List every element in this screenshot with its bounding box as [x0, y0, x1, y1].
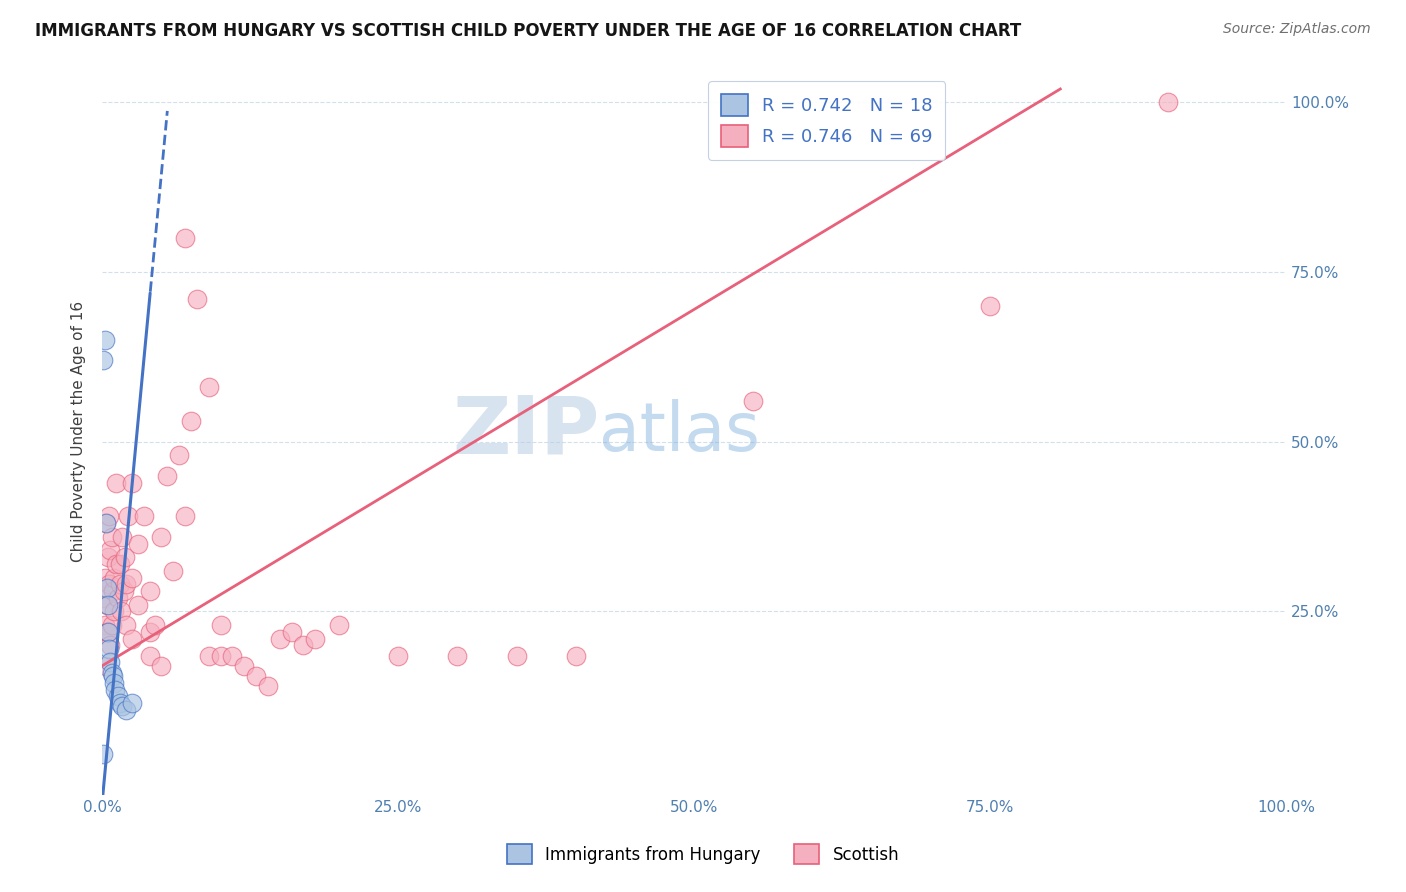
Point	[97, 598, 120, 612]
Point	[167, 448, 190, 462]
Point	[117, 509, 139, 524]
Point	[114, 550, 136, 565]
Point	[174, 509, 197, 524]
Point	[162, 564, 184, 578]
Point	[150, 530, 173, 544]
Point	[101, 669, 124, 683]
Point	[186, 293, 208, 307]
Point	[115, 703, 138, 717]
Point	[127, 536, 149, 550]
Point	[96, 598, 118, 612]
Point	[121, 570, 143, 584]
Point	[150, 658, 173, 673]
Point	[100, 639, 122, 653]
Point	[94, 516, 117, 531]
Point	[112, 584, 135, 599]
Point	[97, 624, 120, 639]
Point	[97, 550, 120, 565]
Point	[180, 414, 202, 428]
Point	[257, 679, 280, 693]
Point	[132, 509, 155, 524]
Point	[209, 618, 232, 632]
Point	[197, 380, 219, 394]
Point	[93, 333, 115, 347]
Point	[121, 475, 143, 490]
Point	[107, 591, 129, 605]
Point	[94, 658, 117, 673]
Legend: Immigrants from Hungary, Scottish: Immigrants from Hungary, Scottish	[501, 838, 905, 871]
Point	[100, 530, 122, 544]
Point	[100, 618, 122, 632]
Point	[107, 690, 129, 704]
Point	[1156, 95, 1178, 110]
Point	[742, 394, 765, 409]
Text: atlas: atlas	[599, 399, 761, 465]
Point	[387, 648, 409, 663]
Point	[104, 682, 127, 697]
Point	[100, 665, 122, 680]
Point	[94, 516, 117, 531]
Point	[564, 648, 586, 663]
Point	[446, 648, 468, 663]
Point	[98, 641, 121, 656]
Point	[103, 604, 125, 618]
Point	[328, 618, 350, 632]
Point	[505, 648, 527, 663]
Point	[233, 658, 256, 673]
Point	[127, 598, 149, 612]
Point	[138, 584, 160, 599]
Point	[174, 231, 197, 245]
Point	[138, 624, 160, 639]
Point	[93, 353, 115, 368]
Point	[115, 618, 138, 632]
Point	[98, 577, 121, 591]
Point	[110, 604, 132, 618]
Point	[111, 530, 134, 544]
Point	[979, 299, 1001, 313]
Text: Source: ZipAtlas.com: Source: ZipAtlas.com	[1223, 22, 1371, 37]
Point	[197, 648, 219, 663]
Point	[111, 699, 134, 714]
Point	[105, 475, 128, 490]
Point	[93, 591, 115, 605]
Point	[145, 618, 167, 632]
Point	[98, 509, 121, 524]
Point	[269, 632, 291, 646]
Point	[138, 648, 160, 663]
Point	[108, 696, 131, 710]
Point	[93, 747, 115, 761]
Point	[245, 669, 267, 683]
Point	[209, 648, 232, 663]
Point	[156, 468, 179, 483]
Point	[221, 648, 243, 663]
Point	[96, 624, 118, 639]
Point	[121, 696, 143, 710]
Point	[100, 543, 122, 558]
Point	[108, 557, 131, 571]
Point	[121, 632, 143, 646]
Legend: R = 0.742   N = 18, R = 0.746   N = 69: R = 0.742 N = 18, R = 0.746 N = 69	[709, 81, 945, 160]
Text: ZIP: ZIP	[453, 392, 599, 471]
Point	[103, 675, 125, 690]
Point	[292, 639, 315, 653]
Y-axis label: Child Poverty Under the Age of 16: Child Poverty Under the Age of 16	[72, 301, 86, 562]
Point	[108, 577, 131, 591]
Text: IMMIGRANTS FROM HUNGARY VS SCOTTISH CHILD POVERTY UNDER THE AGE OF 16 CORRELATIO: IMMIGRANTS FROM HUNGARY VS SCOTTISH CHIL…	[35, 22, 1021, 40]
Point	[101, 584, 124, 599]
Point	[93, 618, 115, 632]
Point	[304, 632, 326, 646]
Point	[93, 570, 115, 584]
Point	[115, 577, 138, 591]
Point	[97, 624, 120, 639]
Point	[105, 557, 128, 571]
Point	[100, 656, 122, 670]
Point	[96, 581, 118, 595]
Point	[280, 624, 302, 639]
Point	[103, 570, 125, 584]
